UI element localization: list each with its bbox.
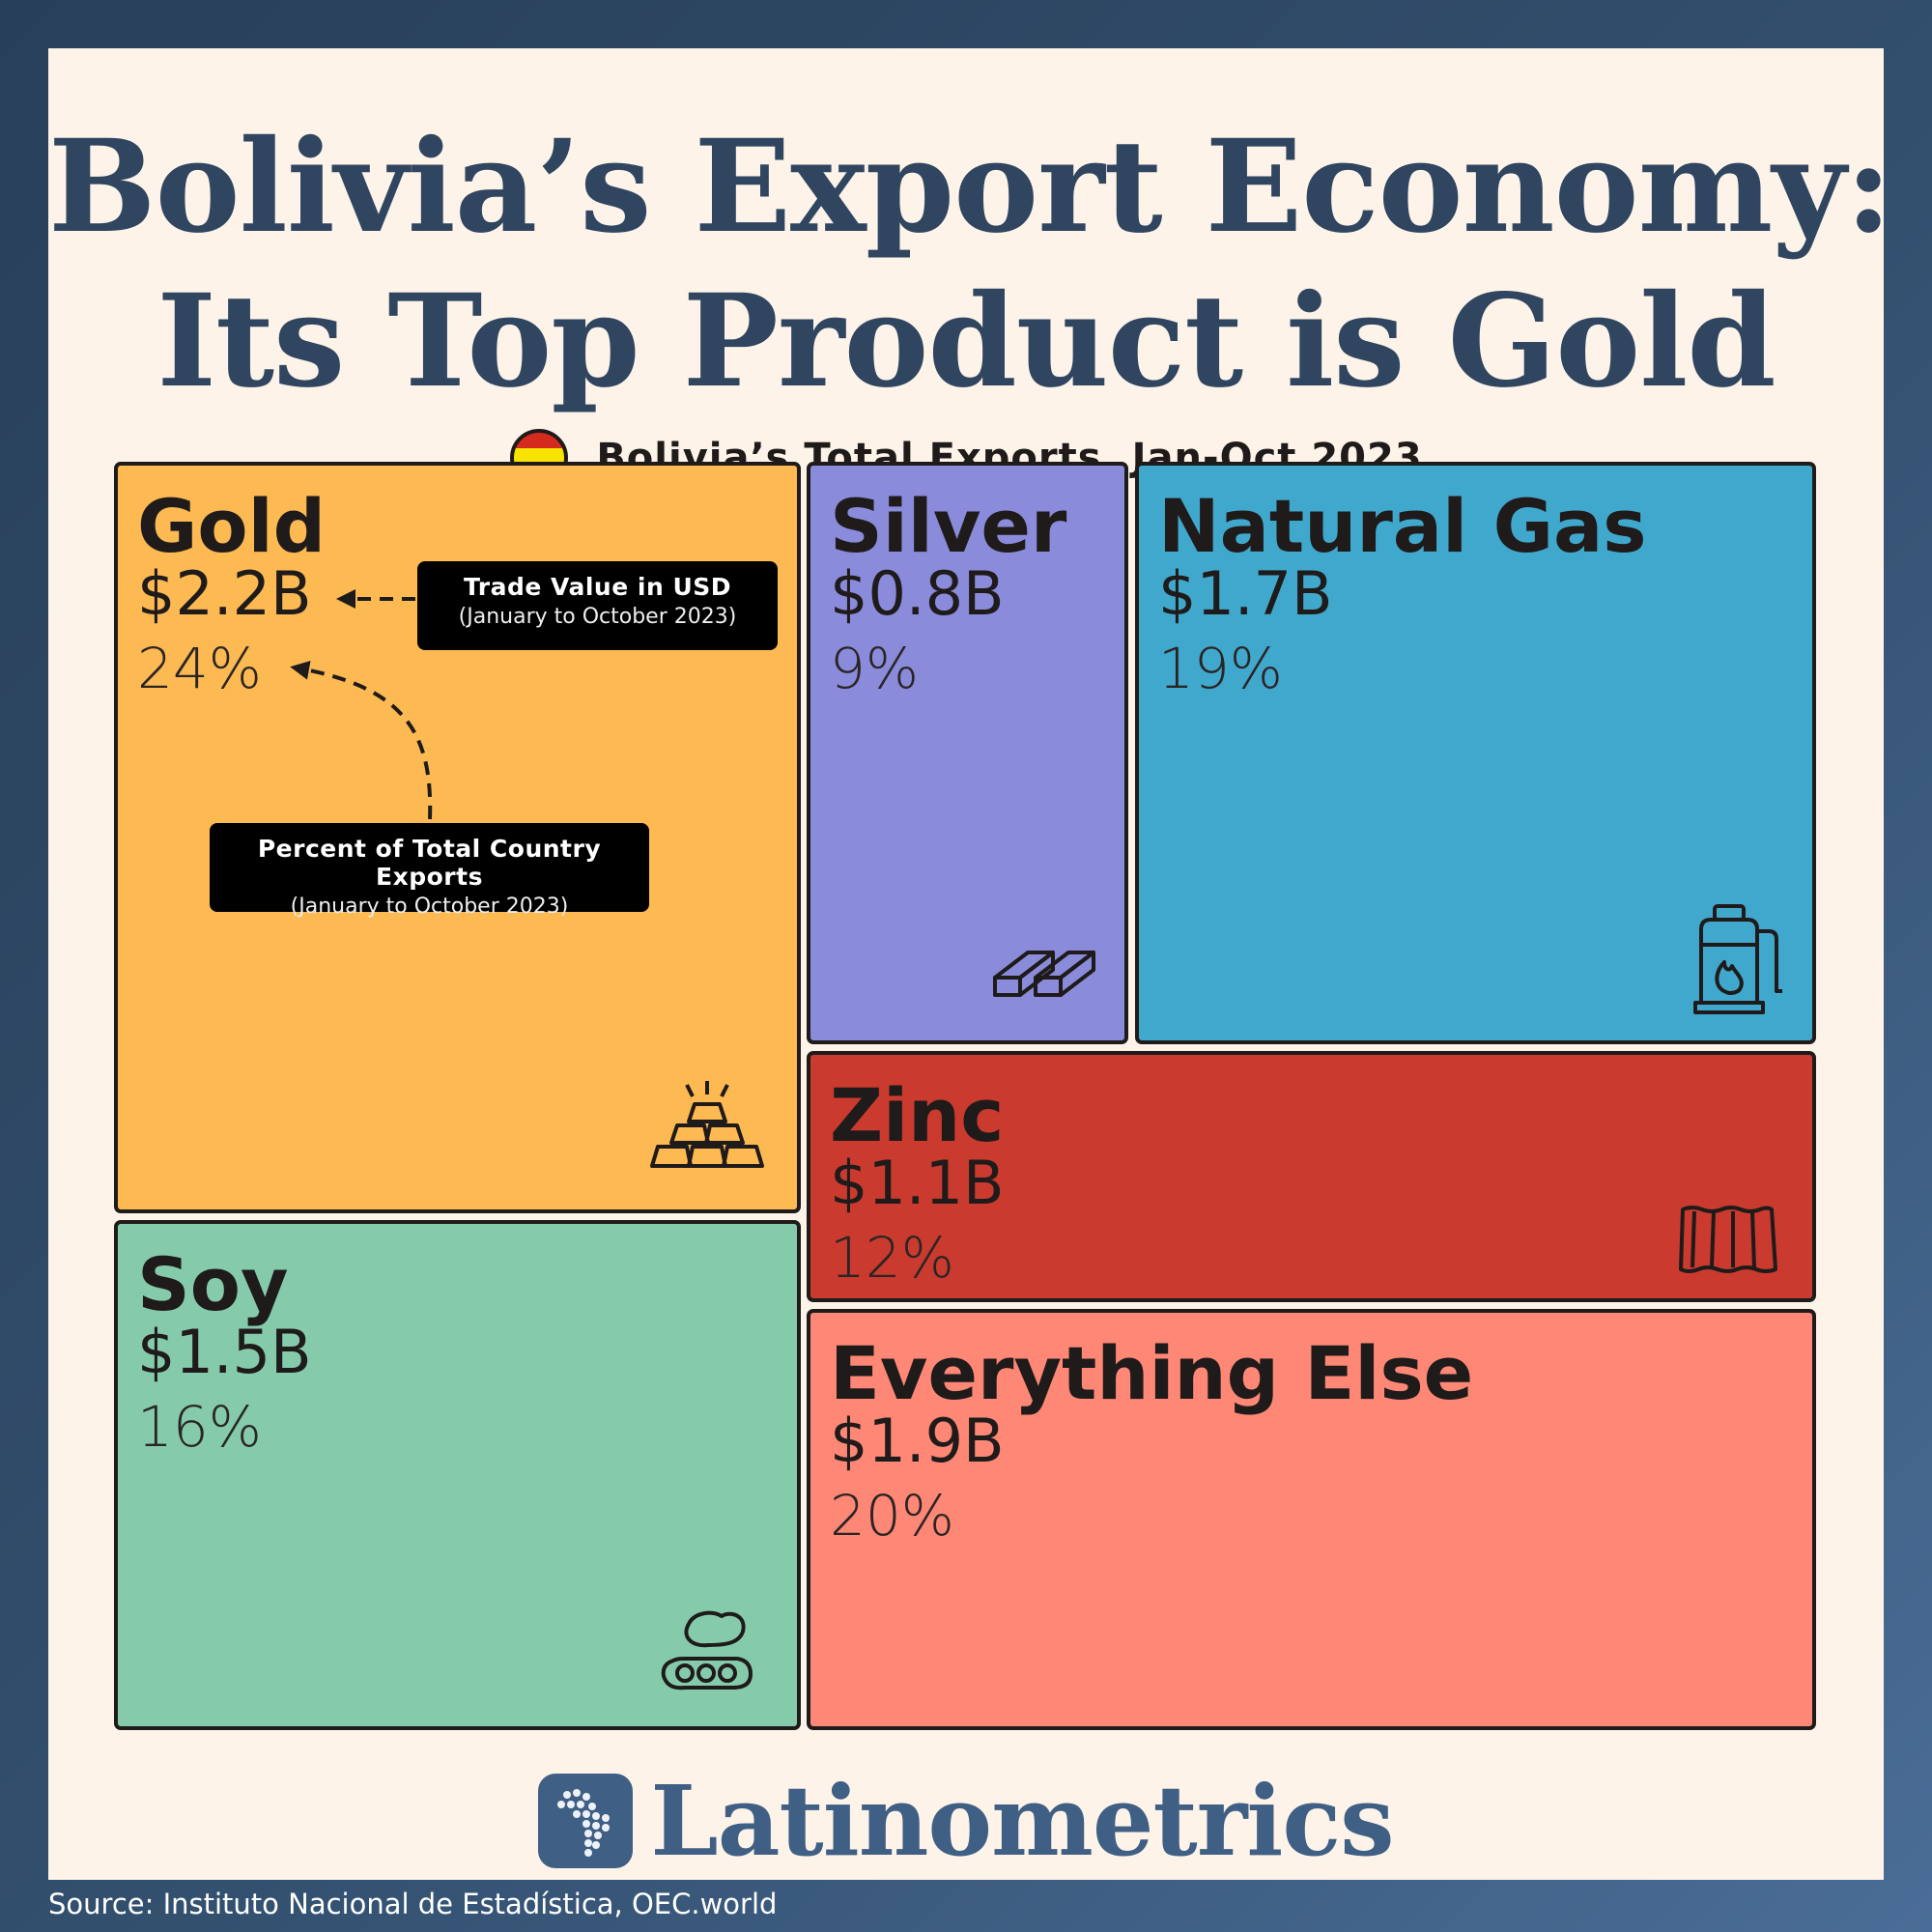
tile-soy-value: $1.5B xyxy=(137,1317,312,1387)
tile-natural-gas-percent: 19% xyxy=(1158,636,1283,701)
gas-cylinder-icon xyxy=(1693,904,1782,1014)
tile-silver-percent: 9% xyxy=(830,636,920,701)
tile-soy-name: Soy xyxy=(137,1241,289,1327)
callout-trade-value: Trade Value in USD (January to October 2… xyxy=(417,561,778,650)
tile-soy-percent: 16% xyxy=(137,1394,262,1460)
brand-name: Latinometrics xyxy=(650,1764,1394,1878)
tile-everything-else-name: Everything Else xyxy=(830,1330,1474,1416)
silver-bars-icon xyxy=(993,951,1095,997)
brand-row: Latinometrics xyxy=(0,1764,1932,1878)
tile-gold-name: Gold xyxy=(137,483,327,569)
gold-bars-icon xyxy=(650,1081,764,1168)
source-note: Source: Instituto Nacional de Estadístic… xyxy=(48,1888,778,1920)
tile-zinc-percent: 12% xyxy=(830,1225,954,1291)
soybean-icon xyxy=(661,1610,753,1690)
tile-everything-else-value: $1.9B xyxy=(830,1406,1005,1476)
tile-silver-value: $0.8B xyxy=(830,558,1005,629)
tile-gold-percent: 24% xyxy=(137,636,262,701)
tile-natural-gas-name: Natural Gas xyxy=(1158,483,1647,569)
latinometrics-logo-icon xyxy=(538,1774,634,1868)
tile-silver-name: Silver xyxy=(830,483,1067,569)
callout-percent-main: Percent of Total Country Exports xyxy=(257,835,602,891)
zinc-sheet-icon xyxy=(1679,1206,1777,1273)
tile-gold-value: $2.2B xyxy=(137,558,312,629)
tile-zinc-value: $1.1B xyxy=(830,1148,1005,1218)
callout-trade-value-sub: (January to October 2023) xyxy=(458,605,737,629)
tile-zinc: Zinc $1.1B 12% xyxy=(807,1051,1816,1302)
page-title-line2: Its Top Product is Gold xyxy=(156,267,1776,416)
tile-zinc-name: Zinc xyxy=(830,1072,1005,1158)
tile-natural-gas-value: $1.7B xyxy=(1158,558,1333,629)
tile-natural-gas: Natural Gas $1.7B 19% xyxy=(1135,462,1816,1044)
tile-silver: Silver $0.8B 9% xyxy=(807,462,1128,1044)
page-title-line1: Bolivia’s Export Economy: xyxy=(48,112,1892,262)
tile-soy: Soy $1.5B 16% xyxy=(114,1220,801,1730)
callout-percent-sub: (January to October 2023) xyxy=(290,895,569,919)
callout-trade-value-main: Trade Value in USD xyxy=(463,573,732,601)
tile-everything-else-percent: 20% xyxy=(830,1483,954,1548)
callout-percent: Percent of Total Country Exports (Januar… xyxy=(210,823,649,919)
tile-everything-else: Everything Else $1.9B 20% xyxy=(807,1309,1816,1730)
